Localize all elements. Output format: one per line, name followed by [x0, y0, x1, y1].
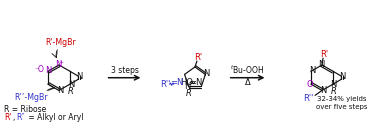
Text: N: N	[76, 72, 82, 81]
Text: N: N	[339, 72, 345, 81]
Text: =N: =N	[170, 78, 183, 87]
Text: N: N	[320, 86, 326, 95]
Text: R': R'	[320, 50, 328, 59]
Text: N: N	[330, 80, 337, 89]
Text: R: R	[68, 87, 74, 96]
Text: N: N	[309, 66, 315, 75]
Text: +: +	[59, 60, 64, 65]
Text: N: N	[57, 86, 63, 95]
Text: HO: HO	[180, 78, 193, 87]
Text: O: O	[307, 80, 313, 89]
Text: = Alkyl or Aryl: = Alkyl or Aryl	[26, 113, 84, 122]
Text: R: R	[331, 87, 337, 96]
Text: R: R	[186, 89, 192, 98]
Text: R'-MgBr: R'-MgBr	[46, 38, 76, 47]
Text: R’’-MgBr: R’’-MgBr	[14, 93, 48, 102]
Text: R': R'	[5, 113, 12, 122]
Text: N: N	[203, 69, 209, 78]
Text: 3 steps: 3 steps	[110, 66, 138, 75]
Text: R'': R''	[303, 94, 313, 103]
Text: ⁻O: ⁻O	[35, 65, 45, 74]
Text: N: N	[55, 60, 61, 69]
Text: N: N	[318, 60, 324, 69]
Text: N: N	[184, 82, 191, 91]
Text: =N: =N	[189, 78, 202, 87]
Text: ,: ,	[13, 113, 18, 122]
Text: N: N	[68, 80, 74, 89]
Text: R': R'	[194, 53, 202, 62]
Text: R'': R''	[161, 80, 171, 89]
Text: 32-34% yields: 32-34% yields	[317, 96, 367, 102]
Text: Δ: Δ	[245, 78, 251, 87]
Text: N: N	[46, 66, 52, 75]
Text: R = Ribose: R = Ribose	[5, 105, 46, 113]
Text: R″: R″	[16, 113, 25, 122]
Text: $^t$Bu-OOH: $^t$Bu-OOH	[231, 64, 265, 76]
Text: over five steps: over five steps	[316, 104, 368, 110]
